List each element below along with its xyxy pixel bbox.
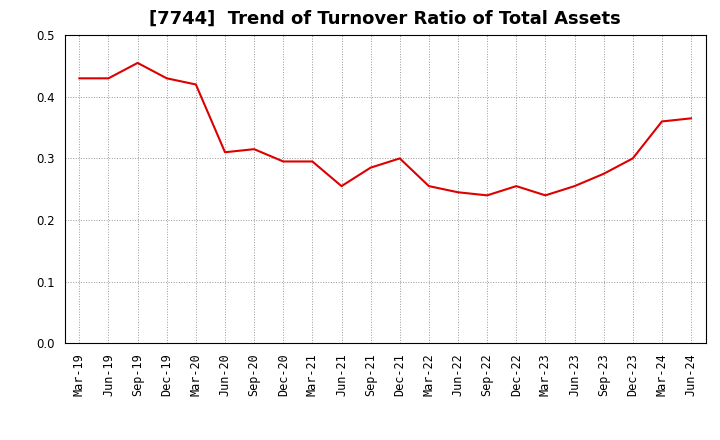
Title: [7744]  Trend of Turnover Ratio of Total Assets: [7744] Trend of Turnover Ratio of Total … [149, 10, 621, 28]
